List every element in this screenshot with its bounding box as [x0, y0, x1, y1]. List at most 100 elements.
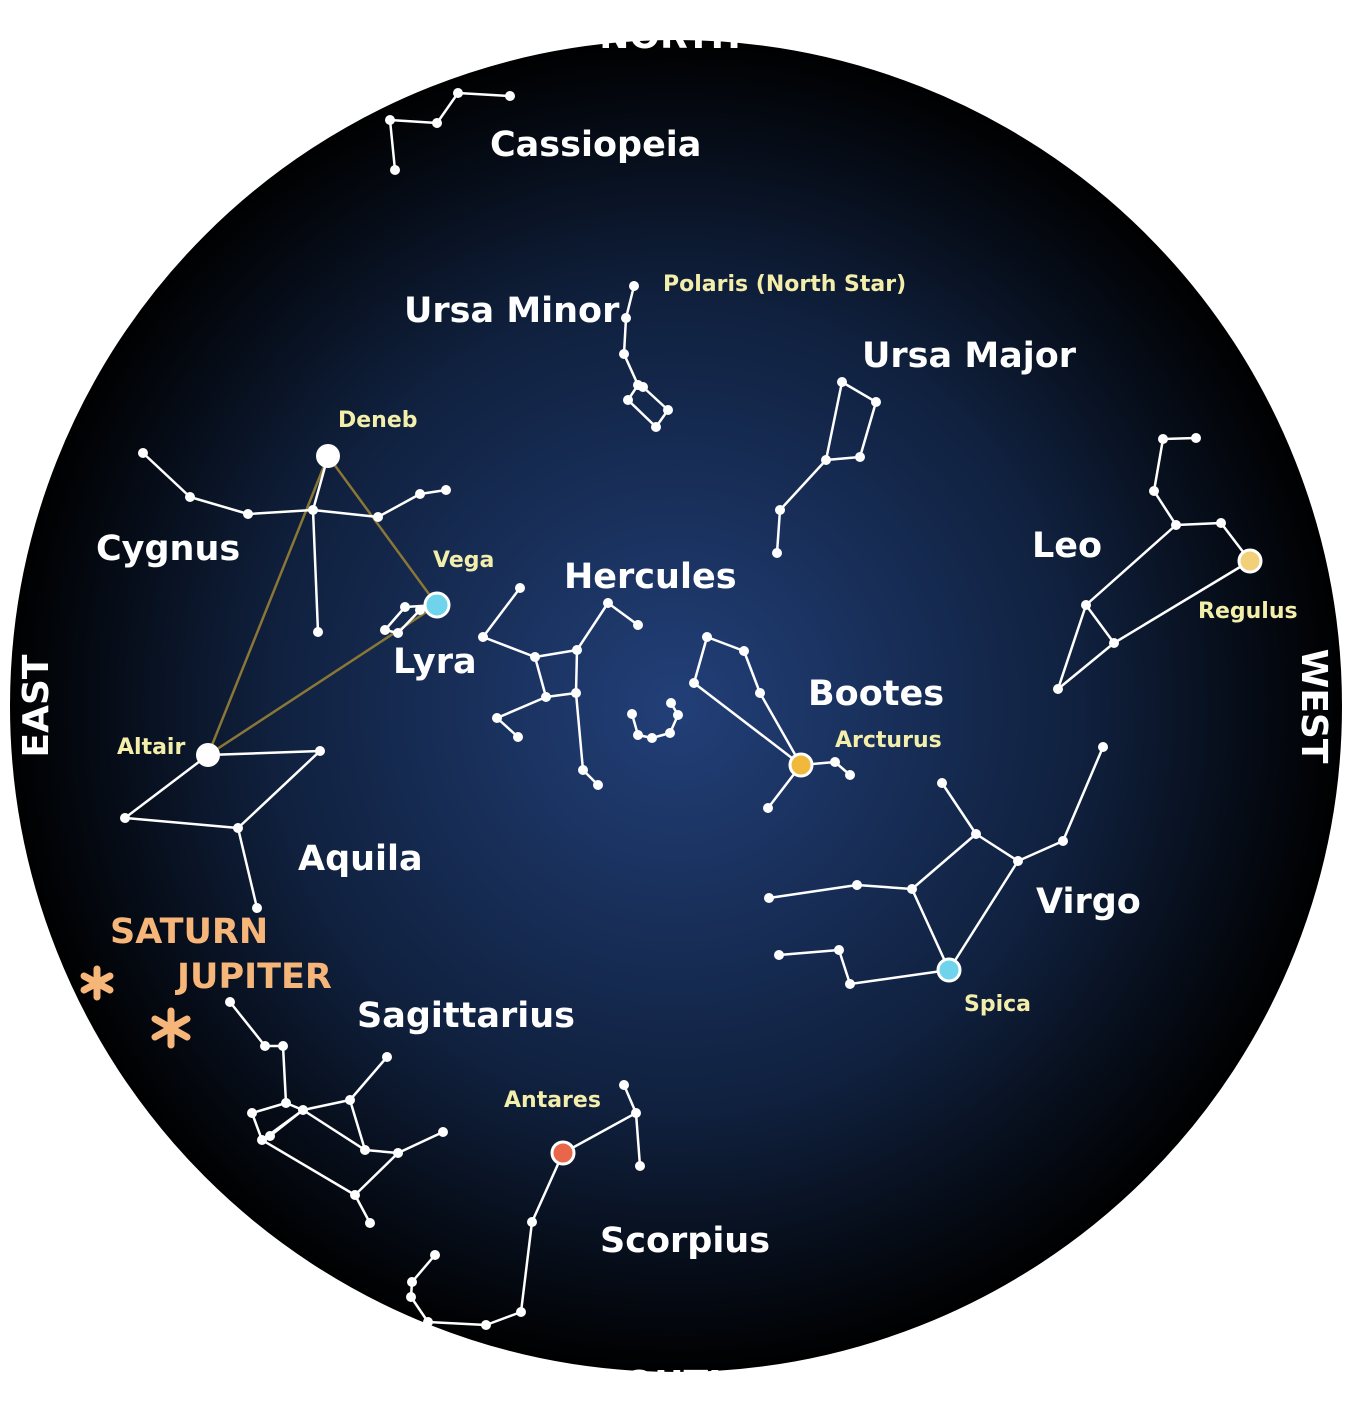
star-dot: [185, 492, 195, 502]
star-dot: [907, 884, 917, 894]
constellation-label: Bootes: [808, 674, 944, 714]
star-label: Spica: [964, 992, 1031, 1017]
star-dot: [845, 770, 855, 780]
star-dot: [380, 625, 390, 635]
star-dot: [415, 489, 425, 499]
star-dot: [593, 780, 603, 790]
star-dot: [774, 950, 784, 960]
star-dot: [407, 1277, 417, 1287]
star-label: Vega: [433, 548, 494, 573]
star-dot: [578, 765, 588, 775]
regulus-dot: [1239, 550, 1261, 572]
star-label: Deneb: [338, 408, 418, 433]
star-dot: [623, 395, 633, 405]
constellation-label: Hercules: [564, 557, 737, 597]
star-dot: [651, 422, 661, 432]
star-dot: [298, 1105, 308, 1115]
star-label: Regulus: [1198, 599, 1298, 624]
star-dot: [871, 397, 881, 407]
planet-label: SATURN: [110, 912, 268, 952]
constellation-label: Lyra: [393, 642, 477, 682]
star-dot: [315, 746, 325, 756]
arcturus-dot: [790, 754, 812, 776]
star-label: Polaris (North Star): [663, 272, 906, 297]
star-dot: [393, 1148, 403, 1158]
star-dot: [635, 1161, 645, 1171]
star-dot: [772, 548, 782, 558]
star-dot: [855, 452, 865, 462]
star-dot: [478, 632, 488, 642]
direction-label: EAST: [16, 654, 57, 757]
star-dot: [430, 1250, 440, 1260]
star-dot: [1109, 638, 1119, 648]
star-dot: [120, 813, 130, 823]
star-dot: [837, 377, 847, 387]
star-dot: [633, 620, 643, 630]
star-dot: [260, 1041, 270, 1051]
star-dot: [385, 115, 395, 125]
star-dot: [313, 627, 323, 637]
star-dot: [1171, 520, 1181, 530]
star-dot: [281, 1098, 291, 1108]
star-dot: [647, 733, 657, 743]
star-dot: [505, 91, 515, 101]
star-dot: [243, 509, 253, 519]
star-dot: [400, 602, 410, 612]
star-dot: [350, 1190, 360, 1200]
star-dot: [492, 713, 502, 723]
star-dot: [673, 710, 683, 720]
star-dot: [1081, 600, 1091, 610]
star-dot: [619, 349, 629, 359]
star-label: Arcturus: [835, 728, 942, 753]
sky-disc: [8, 38, 1344, 1374]
star-dot: [345, 1095, 355, 1105]
star-dot: [1158, 434, 1168, 444]
star-dot: [821, 455, 831, 465]
star-dot: [515, 583, 525, 593]
star-dot: [1058, 836, 1068, 846]
star-dot: [513, 732, 523, 742]
constellation-label: Aquila: [298, 839, 423, 879]
star-dot: [1053, 684, 1063, 694]
star-dot: [530, 652, 540, 662]
star-dot: [852, 880, 862, 890]
star-dot: [572, 645, 582, 655]
star-dot: [373, 512, 383, 522]
direction-label: NORTH: [599, 16, 741, 57]
star-dot: [453, 88, 463, 98]
constellation-label: Leo: [1032, 526, 1102, 566]
star-dot: [1216, 518, 1226, 528]
star-dot: [365, 1218, 375, 1228]
star-dot: [438, 1127, 448, 1137]
star-dot: [1098, 742, 1108, 752]
constellation-label: Cygnus: [96, 529, 240, 569]
star-dot: [390, 165, 400, 175]
direction-label: WEST: [1293, 649, 1334, 764]
deneb-dot: [316, 444, 340, 468]
antares-dot: [552, 1142, 574, 1164]
star-dot: [441, 485, 451, 495]
star-label: Antares: [504, 1088, 601, 1113]
constellation-label: Cassiopeia: [490, 125, 701, 165]
star-dot: [739, 646, 749, 656]
star-dot: [393, 628, 403, 638]
star-dot: [830, 757, 840, 767]
constellation-label: Ursa Minor: [404, 291, 620, 331]
star-dot: [138, 448, 148, 458]
planet-label: JUPITER: [175, 957, 332, 997]
star-dot: [702, 632, 712, 642]
star-dot: [432, 118, 442, 128]
star-dot: [629, 281, 639, 291]
star-dot: [621, 313, 631, 323]
star-dot: [971, 829, 981, 839]
star-dot: [689, 678, 699, 688]
star-dot: [571, 688, 581, 698]
star-dot: [638, 382, 648, 392]
star-dot: [278, 1041, 288, 1051]
star-dot: [360, 1145, 370, 1155]
star-dot: [845, 979, 855, 989]
star-dot: [481, 1320, 491, 1330]
star-dot: [631, 1108, 641, 1118]
star-dot: [541, 692, 551, 702]
star-dot: [666, 698, 676, 708]
